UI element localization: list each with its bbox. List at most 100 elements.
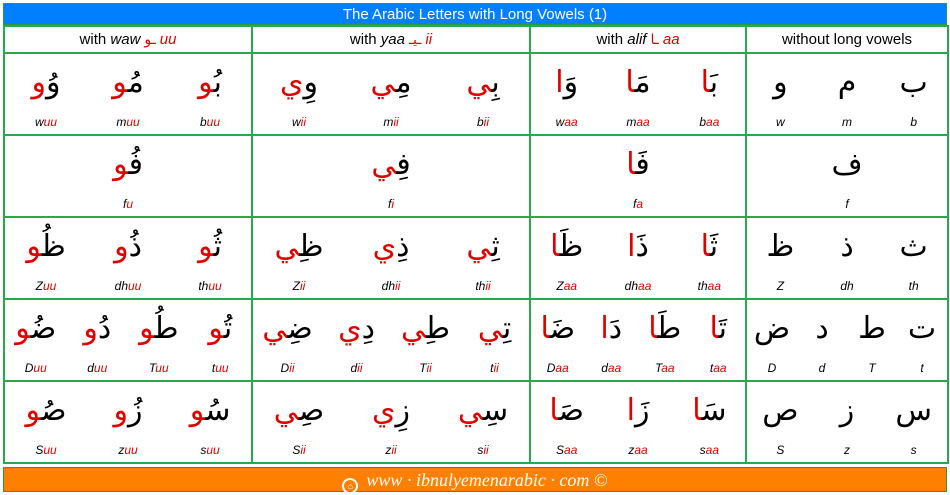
header-vowel-name: alif	[627, 31, 647, 48]
latin-consonant: b	[199, 115, 207, 129]
latin-consonant: w	[555, 115, 565, 129]
latin-vowel: uu	[208, 279, 222, 293]
letter-item: ثُو thuu	[180, 223, 240, 293]
cell-items: س s ز z ص S	[747, 387, 947, 457]
latin-consonant: d	[87, 361, 94, 375]
arabic-vowel: َا	[700, 65, 710, 100]
arabic-consonant: ص	[298, 393, 325, 428]
latin-vowel: ii	[357, 361, 363, 375]
arabic-consonant: ف	[635, 147, 650, 182]
arabic-vowel: ِي	[372, 229, 397, 264]
latin-consonant: dh	[114, 279, 128, 293]
arabic-consonant: ض	[287, 311, 313, 346]
transliteration: fi	[388, 197, 394, 211]
latin-consonant: d	[350, 361, 358, 375]
cell-alif: فَا fa	[529, 134, 747, 218]
arabic-syllable: فَا	[626, 141, 649, 191]
transliteration: tuu	[212, 361, 229, 375]
arabic-syllable: ظ	[766, 223, 794, 273]
arabic-syllable: مِي	[370, 59, 411, 109]
transliteration: z	[844, 443, 850, 457]
latin-consonant: s	[200, 443, 207, 457]
latin-consonant: D	[767, 361, 777, 375]
latin-vowel: ii	[289, 361, 295, 375]
column-header-yaa: with yaa ـيـ ii	[251, 25, 531, 54]
transliteration: buu	[200, 115, 220, 129]
latin-consonant: m	[383, 115, 394, 129]
latin-consonant: z	[844, 443, 851, 457]
arabic-vowel: ُو	[112, 65, 128, 100]
header-prefix: with	[79, 31, 111, 48]
cell-none: س s ز z ص S	[745, 380, 949, 464]
cell-waw: سُو suu زُو zuu صُو Suu	[3, 380, 253, 464]
latin-consonant: m	[116, 115, 127, 129]
cell-items: ثُو thuu ذُو dhuu ظُو Zuu	[5, 223, 251, 293]
latin-vowel: aa	[564, 443, 578, 457]
arabic-syllable: سِي	[458, 387, 508, 437]
latin-consonant: th	[198, 279, 209, 293]
arabic-consonant: و	[46, 65, 61, 100]
cell-waw: بُو buu مُو muu وُو wuu	[3, 52, 253, 136]
arabic-consonant: د	[97, 311, 112, 346]
latin-vowel: ii	[485, 279, 491, 293]
latin-consonant: T	[654, 361, 662, 375]
arabic-syllable: ظِي	[275, 223, 324, 273]
latin-consonant: z	[385, 443, 392, 457]
latin-vowel: aa	[634, 443, 648, 457]
transliteration: thuu	[198, 279, 221, 293]
header-arabic-vowel: ـيـ	[408, 32, 422, 48]
website-link[interactable]: www · ibnulyemenarabic · com ©	[366, 470, 608, 490]
transliteration: s	[911, 443, 917, 457]
transliteration: daa	[601, 361, 621, 375]
arabic-vowel: ُو	[15, 311, 31, 346]
transliteration: Z	[777, 279, 784, 293]
letter-item: ذَا dhaa	[608, 223, 668, 293]
latin-consonant: T	[419, 361, 427, 375]
latin-vowel: aa	[661, 361, 675, 375]
latin-consonant: f	[388, 197, 392, 211]
arabic-consonant: ظ	[766, 229, 795, 264]
arabic-consonant: ز	[634, 393, 650, 428]
arabic-vowel: َا	[627, 229, 636, 264]
arabic-consonant: س	[895, 393, 932, 428]
arabic-vowel: ِي	[262, 311, 288, 346]
arabic-consonant: ط	[154, 311, 179, 346]
transliteration: waa	[556, 115, 578, 129]
latin-vowel: i	[391, 197, 395, 211]
header-prefix: with	[596, 31, 628, 48]
header-latin-vowel: ii	[425, 31, 433, 48]
arabic-syllable: تَا	[710, 305, 728, 355]
arabic-syllable: وَا	[555, 59, 578, 109]
arabic-vowel: َا	[700, 229, 710, 264]
letter-item: طُو Tuu	[129, 305, 189, 375]
page-title: The Arabic Letters with Long Vowels (1)	[3, 3, 947, 25]
latin-consonant: t	[709, 361, 714, 375]
latin-vowel: ii	[300, 279, 306, 293]
transliteration: baa	[699, 115, 719, 129]
arabic-consonant: ت	[718, 311, 727, 346]
arabic-syllable: ذُو	[114, 223, 142, 273]
latin-vowel: ii	[393, 115, 399, 129]
transliteration: b	[910, 115, 917, 129]
arabic-syllable: صَا	[549, 387, 584, 437]
arabic-consonant: م	[634, 65, 651, 100]
cell-items: تُو tuu طُو Tuu دُو duu ضُو Duu	[5, 305, 251, 375]
latin-vowel: aa	[705, 443, 720, 457]
arabic-vowel: ُو	[198, 65, 214, 100]
transliteration: Saa	[556, 443, 577, 457]
letter-item: زَا zaa	[608, 387, 668, 457]
arabic-syllable: زِي	[372, 387, 410, 437]
letter-item: مُو muu	[98, 59, 158, 129]
latin-consonant: z	[118, 443, 125, 457]
transliteration: Suu	[35, 443, 56, 457]
latin-consonant: S	[776, 443, 785, 457]
cell-items: فُو fu	[5, 141, 251, 211]
transliteration: Zuu	[36, 279, 57, 293]
arabic-vowel: ُو	[83, 311, 98, 346]
cell-none: ف f	[745, 134, 949, 218]
cell-alif: ثَا thaa ذَا dhaa ظَا Zaa	[529, 216, 747, 300]
latin-consonant: T	[868, 361, 876, 375]
latin-vowel: aa	[707, 279, 722, 293]
arabic-consonant: ط	[657, 311, 682, 346]
transliteration: wii	[292, 115, 306, 129]
